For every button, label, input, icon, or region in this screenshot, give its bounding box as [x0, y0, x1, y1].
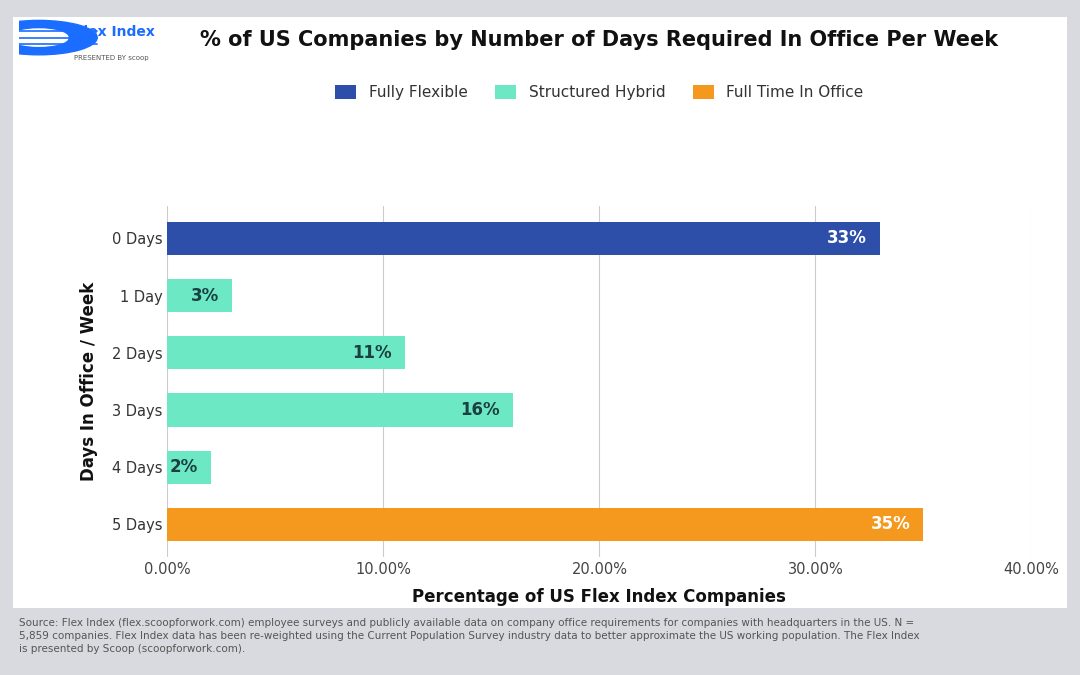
Legend: Fully Flexible, Structured Hybrid, Full Time In Office: Fully Flexible, Structured Hybrid, Full … [329, 78, 869, 106]
FancyBboxPatch shape [0, 8, 1080, 616]
Text: Flex Index: Flex Index [73, 25, 154, 39]
Text: 16%: 16% [460, 401, 500, 419]
Text: 35%: 35% [870, 515, 910, 533]
Circle shape [0, 20, 97, 55]
Bar [167, 279, 232, 312]
Text: 2%: 2% [170, 458, 198, 476]
X-axis label: Percentage of US Flex Index Companies: Percentage of US Flex Index Companies [413, 588, 786, 606]
Text: PRESENTED BY scoop: PRESENTED BY scoop [73, 55, 148, 61]
Bar [167, 451, 211, 484]
Text: Source: Flex Index (flex.scoopforwork.com) employee surveys and publicly availab: Source: Flex Index (flex.scoopforwork.co… [19, 618, 920, 654]
Bar [167, 394, 513, 427]
Circle shape [10, 29, 68, 46]
Bar [167, 336, 405, 369]
Text: % of US Companies by Number of Days Required In Office Per Week: % of US Companies by Number of Days Requ… [200, 30, 999, 51]
Bar [167, 222, 880, 255]
Text: 3%: 3% [191, 287, 219, 304]
Text: 11%: 11% [352, 344, 392, 362]
Bar [167, 508, 923, 541]
Text: 33%: 33% [827, 230, 867, 248]
Y-axis label: Days In Office / Week: Days In Office / Week [80, 281, 98, 481]
